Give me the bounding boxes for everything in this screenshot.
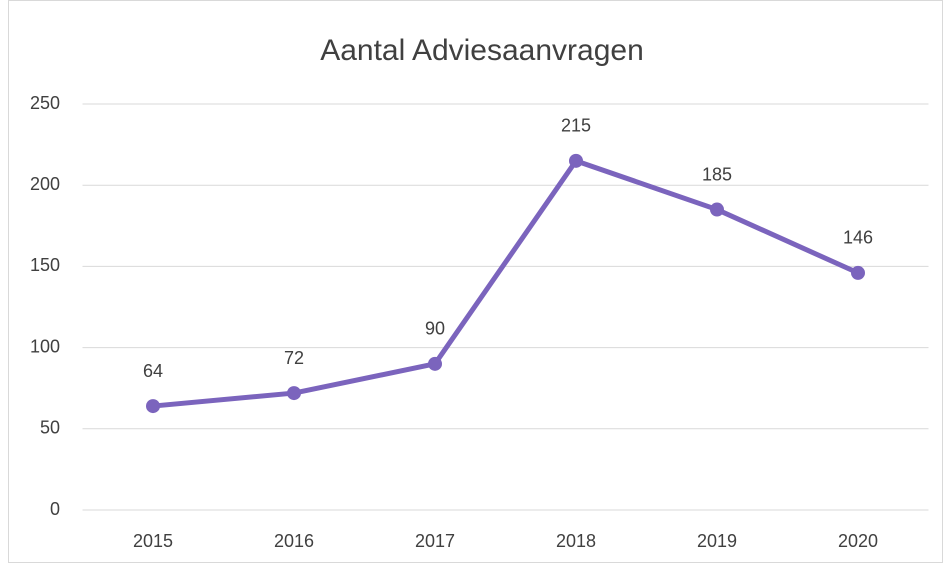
x-tick-label: 2020 xyxy=(838,531,878,551)
x-tick-label: 2016 xyxy=(274,531,314,551)
chart-title: Aantal Adviesaanvragen xyxy=(320,34,644,67)
data-line xyxy=(152,158,860,409)
data-label: 185 xyxy=(702,164,732,184)
data-point xyxy=(851,265,865,280)
chart-border xyxy=(8,0,943,563)
data-label: 64 xyxy=(143,361,163,381)
data-point xyxy=(710,202,724,217)
data-point xyxy=(287,386,301,401)
y-tick-label: 100 xyxy=(30,336,60,356)
data-label: 72 xyxy=(284,348,304,368)
y-tick-label: 150 xyxy=(30,255,60,275)
data-point xyxy=(569,153,583,168)
data-point xyxy=(428,356,442,371)
x-tick-label: 2018 xyxy=(556,531,596,551)
y-tick-label: 200 xyxy=(30,174,60,194)
y-tick-label: 250 xyxy=(30,93,60,113)
data-label: 215 xyxy=(561,116,591,136)
y-tick-label: 0 xyxy=(50,499,60,519)
y-tick-label: 50 xyxy=(40,418,60,438)
x-tick-label: 2017 xyxy=(415,531,455,551)
data-label: 90 xyxy=(425,319,445,339)
data-point xyxy=(146,399,160,414)
data-label: 146 xyxy=(843,228,873,248)
x-tick-label: 2019 xyxy=(697,531,737,551)
x-tick-label: 2015 xyxy=(133,531,173,551)
